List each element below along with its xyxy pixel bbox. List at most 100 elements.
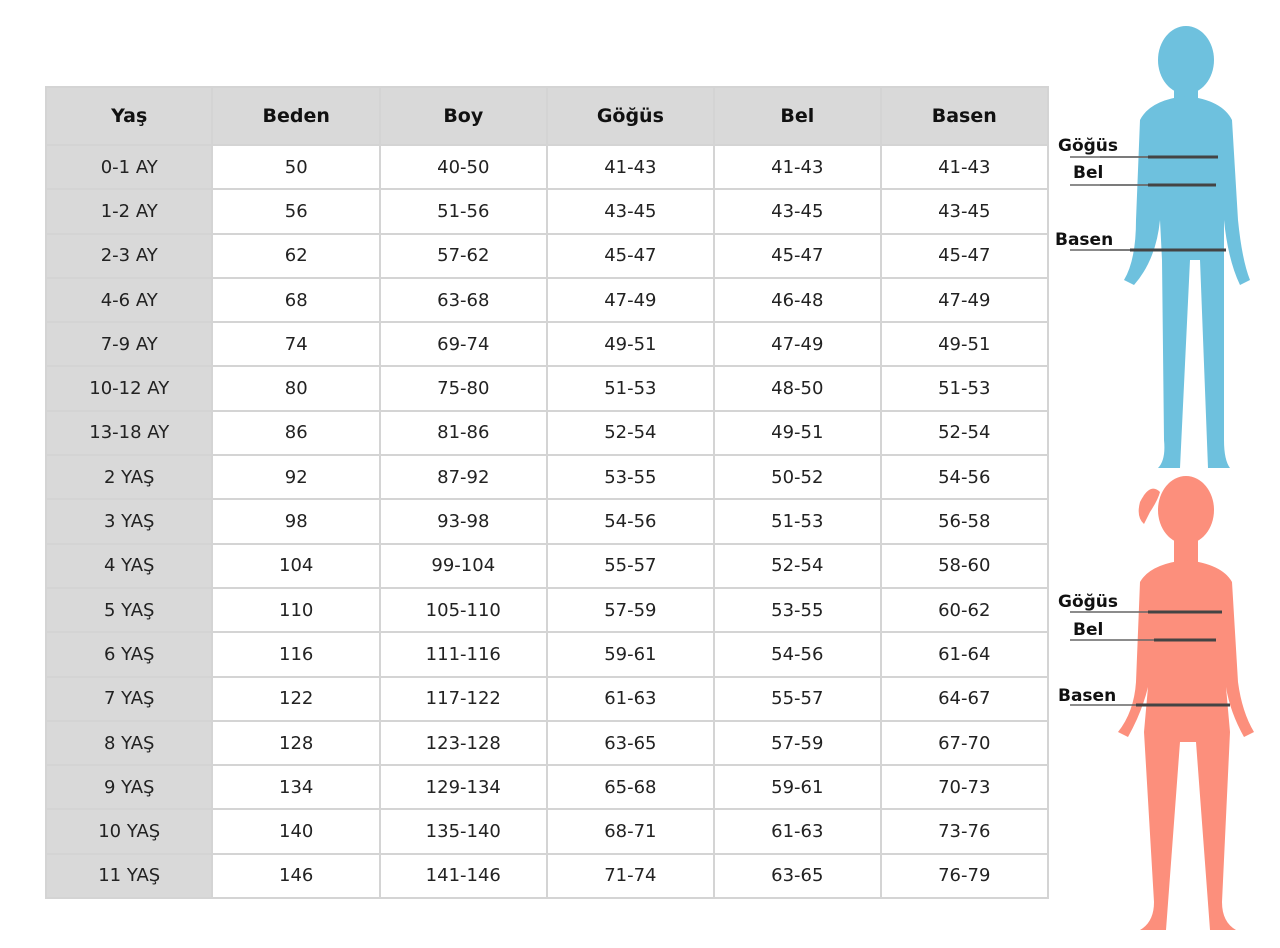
table-cell: 87-92 — [378, 454, 548, 501]
table-cell: 55-57 — [713, 675, 882, 722]
table-cell: 49-51 — [879, 321, 1049, 368]
table-cell: 99-104 — [378, 542, 548, 589]
table-cell: 86 — [211, 409, 381, 457]
girl-waist-label: Bel — [1073, 620, 1104, 640]
table-cell: 47-49 — [879, 276, 1049, 324]
girl-measure-lines — [1070, 610, 1230, 707]
table-cell: 123-128 — [378, 719, 548, 767]
table-cell: 52-54 — [545, 409, 716, 457]
table-cell: 63-65 — [545, 719, 716, 767]
table-cell: 140 — [211, 808, 381, 855]
table-row: 7 YAŞ 122 117-122 61-63 55-57 64-67 — [44, 675, 1049, 722]
age-cell: 10 YAŞ — [44, 808, 214, 855]
table-cell: 57-59 — [713, 719, 882, 767]
table-cell: 75-80 — [378, 365, 548, 412]
table-cell: 55-57 — [545, 542, 716, 589]
table-cell: 51-53 — [545, 365, 716, 412]
table-cell: 74 — [211, 321, 381, 368]
age-cell: 1-2 AY — [44, 188, 214, 235]
table-cell: 71-74 — [545, 852, 716, 900]
table-cell: 68 — [211, 276, 381, 324]
table-cell: 40-50 — [378, 143, 548, 191]
table-cell: 54-56 — [713, 631, 882, 678]
table-row: 2 YAŞ 92 87-92 53-55 50-52 54-56 — [44, 454, 1049, 501]
table-cell: 51-53 — [713, 498, 882, 545]
table-cell: 41-43 — [545, 143, 716, 191]
table-cell: 59-61 — [545, 631, 716, 678]
table-row: 11 YAŞ 146 141-146 71-74 63-65 76-79 — [44, 852, 1049, 900]
table-row: 6 YAŞ 116 111-116 59-61 54-56 61-64 — [44, 631, 1049, 678]
girl-silhouette — [1118, 476, 1254, 930]
table-row: 5 YAŞ 110 105-110 57-59 53-55 60-62 — [44, 586, 1049, 634]
column-header: Beden — [211, 86, 381, 146]
age-cell: 3 YAŞ — [44, 498, 214, 545]
table-cell: 41-43 — [713, 143, 882, 191]
table-cell: 45-47 — [713, 232, 882, 279]
age-cell: 7 YAŞ — [44, 675, 214, 722]
table-cell: 64-67 — [879, 675, 1049, 722]
table-cell: 67-70 — [879, 719, 1049, 767]
age-cell: 5 YAŞ — [44, 586, 214, 634]
table-cell: 56 — [211, 188, 381, 235]
table-cell: 60-62 — [879, 586, 1049, 634]
table-cell: 54-56 — [879, 454, 1049, 501]
table-cell: 52-54 — [713, 542, 882, 589]
table-cell: 117-122 — [378, 675, 548, 722]
table-cell: 51-53 — [879, 365, 1049, 412]
age-cell: 11 YAŞ — [44, 852, 214, 900]
table-cell: 69-74 — [378, 321, 548, 368]
table-cell: 104 — [211, 542, 381, 589]
table-row: 1-2 AY 56 51-56 43-45 43-45 43-45 — [44, 188, 1049, 235]
table-cell: 76-79 — [879, 852, 1049, 900]
size-chart-table: Yaş Beden Boy Göğüs Bel Basen 0-1 AY 50 40-50 41… — [44, 86, 1049, 900]
age-cell: 4-6 AY — [44, 276, 214, 324]
table-cell: 54-56 — [545, 498, 716, 545]
table-cell: 129-134 — [378, 764, 548, 811]
column-header: Bel — [713, 86, 882, 146]
table-row: 4 YAŞ 104 99-104 55-57 52-54 58-60 — [44, 542, 1049, 589]
table-cell: 46-48 — [713, 276, 882, 324]
table-cell: 98 — [211, 498, 381, 545]
table-cell: 134 — [211, 764, 381, 811]
table-cell: 70-73 — [879, 764, 1049, 811]
table-cell: 52-54 — [879, 409, 1049, 457]
table-cell: 50 — [211, 143, 381, 191]
table-cell: 122 — [211, 675, 381, 722]
table-cell: 43-45 — [879, 188, 1049, 235]
table-cell: 49-51 — [545, 321, 716, 368]
table-cell: 62 — [211, 232, 381, 279]
table-cell: 65-68 — [545, 764, 716, 811]
boy-chest-label: Göğüs — [1058, 136, 1119, 156]
table-cell: 92 — [211, 454, 381, 501]
girl-chest-label: Göğüs — [1058, 592, 1119, 612]
age-cell: 7-9 AY — [44, 321, 214, 368]
age-cell: 8 YAŞ — [44, 719, 214, 767]
age-cell: 13-18 AY — [44, 409, 214, 457]
table-cell: 93-98 — [378, 498, 548, 545]
table-cell: 81-86 — [378, 409, 548, 457]
table-cell: 53-55 — [545, 454, 716, 501]
table-cell: 146 — [211, 852, 381, 900]
column-header: Göğüs — [545, 86, 716, 146]
table-cell: 80 — [211, 365, 381, 412]
table-cell: 57-62 — [378, 232, 548, 279]
table-cell: 57-59 — [545, 586, 716, 634]
table-cell: 63-68 — [378, 276, 548, 324]
table-cell: 61-63 — [713, 808, 882, 855]
table-cell: 61-63 — [545, 675, 716, 722]
table-cell: 47-49 — [545, 276, 716, 324]
table-cell: 50-52 — [713, 454, 882, 501]
age-cell: 9 YAŞ — [44, 764, 214, 811]
table-row: 10 YAŞ 140 135-140 68-71 61-63 73-76 — [44, 808, 1049, 855]
girl-hip-label: Basen — [1058, 686, 1117, 706]
table-cell: 135-140 — [378, 808, 548, 855]
boy-measure-lines — [1070, 155, 1226, 252]
column-header: Boy — [378, 86, 548, 146]
table-cell: 59-61 — [713, 764, 882, 811]
column-header: Basen — [879, 86, 1049, 146]
table-row: 10-12 AY 80 75-80 51-53 48-50 51-53 — [44, 365, 1049, 412]
age-cell: 10-12 AY — [44, 365, 214, 412]
table-cell: 105-110 — [378, 586, 548, 634]
table-cell: 68-71 — [545, 808, 716, 855]
table-row: 13-18 AY 86 81-86 52-54 49-51 52-54 — [44, 409, 1049, 457]
